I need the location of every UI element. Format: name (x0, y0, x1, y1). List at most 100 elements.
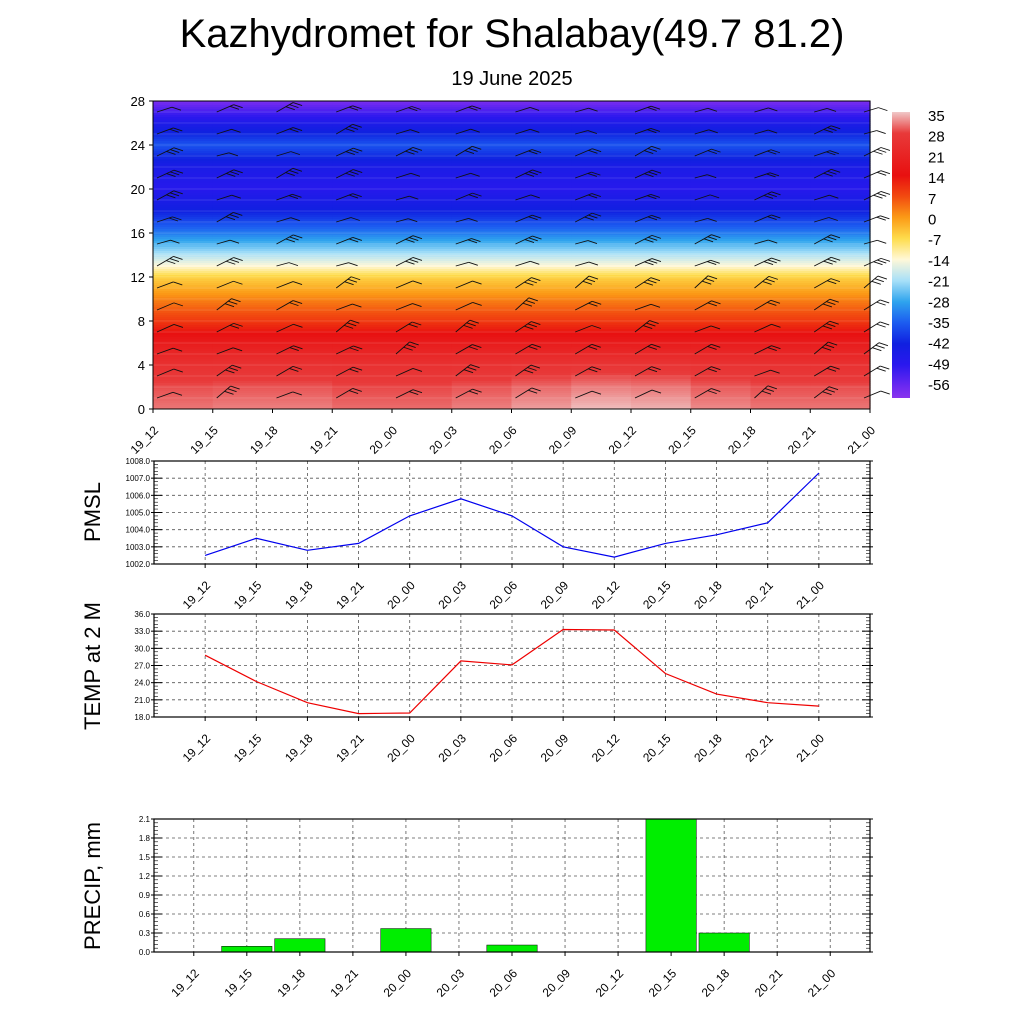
heatmap-cell (690, 157, 752, 160)
heatmap-cell (451, 405, 513, 408)
heatmap-cell (631, 345, 692, 348)
heatmap-cell (332, 123, 393, 126)
heatmap-cell (153, 233, 214, 236)
heatmap-cell (511, 197, 572, 200)
heatmap-cell (690, 143, 752, 146)
heatmap-cell (690, 167, 752, 170)
heatmap-cell (153, 155, 214, 158)
heatmap-cell (690, 327, 752, 330)
heatmap-cell (153, 373, 214, 376)
heatmap-cell (631, 215, 692, 218)
heatmap-cell (631, 295, 692, 298)
heatmap-cell (810, 301, 871, 304)
heatmap-cell (272, 337, 333, 340)
heatmap-cell (810, 123, 871, 126)
heatmap-cell (631, 385, 692, 388)
heatmap-cell (571, 309, 632, 312)
heatmap-cell (272, 211, 333, 214)
heatmap-cell (631, 329, 692, 332)
heatmap-cell (272, 147, 333, 150)
heatmap-cell (690, 215, 752, 218)
heatmap-cell (511, 353, 572, 356)
heatmap-cell (332, 367, 393, 370)
y-tick-label: 1008.0 (126, 457, 151, 466)
wind-barb (276, 102, 303, 113)
heatmap-cell (153, 319, 214, 322)
heatmap-cell (153, 337, 214, 340)
heatmap-cell (810, 171, 871, 174)
wind-barb (694, 259, 720, 267)
heatmap-cell (631, 105, 692, 108)
heatmap-cell (212, 157, 274, 160)
heatmap-cell (810, 323, 871, 326)
heatmap-cell (571, 265, 632, 268)
heatmap-cell (690, 305, 752, 308)
heatmap-cell (690, 349, 752, 352)
heatmap-cell (392, 381, 453, 384)
heatmap-cell (451, 365, 513, 368)
heatmap-cell (631, 233, 692, 236)
heatmap-cell (272, 141, 333, 144)
heatmap-cell (153, 215, 214, 218)
wind-barb (863, 299, 890, 311)
heatmap-cell (631, 141, 692, 144)
heatmap-cell (631, 149, 692, 152)
x-tick-label: 20_21 (752, 966, 786, 1000)
heatmap-cell (810, 113, 871, 116)
heatmap-cell (212, 179, 274, 182)
heatmap-cell (750, 263, 811, 266)
heatmap-cell (153, 351, 214, 354)
heatmap-cell (451, 129, 513, 132)
heatmap-cell (511, 231, 572, 234)
heatmap-cell (631, 379, 692, 382)
heatmap-cell (810, 287, 871, 290)
heatmap-cell (392, 335, 453, 338)
heatmap-cell (571, 395, 632, 398)
heatmap-cell (451, 203, 513, 206)
heatmap-cell (690, 341, 752, 344)
heatmap-cell (631, 181, 692, 184)
heatmap-cell (571, 157, 632, 160)
heatmap-cell (750, 377, 811, 380)
heatmap-cell (332, 321, 393, 324)
heatmap-cell (750, 327, 811, 330)
heatmap-cell (750, 127, 811, 130)
wind-barb (336, 217, 360, 223)
heatmap-cell (212, 105, 274, 108)
heatmap-cell (511, 209, 572, 212)
heatmap-cell (153, 377, 214, 380)
heatmap-cell (332, 207, 393, 210)
heatmap-cell (272, 401, 333, 404)
wind-barb (455, 145, 482, 157)
wind-barb (515, 128, 540, 135)
heatmap-cell (153, 179, 214, 182)
heatmap-cell (810, 267, 871, 270)
heatmap-cell (690, 169, 752, 172)
heatmap-cell (810, 205, 871, 208)
heatmap-cell (451, 323, 513, 326)
heatmap-cell (272, 123, 333, 126)
heatmap-cell (631, 235, 692, 238)
heatmap-cell (511, 397, 572, 400)
heatmap-cell (631, 253, 692, 256)
heatmap-cell (631, 333, 692, 336)
heatmap-cell (392, 303, 453, 306)
colorbar (892, 112, 910, 398)
y-tick-label: 12 (131, 270, 145, 285)
heatmap-cell (451, 285, 513, 288)
heatmap-cell (511, 229, 572, 232)
x-tick-label: 20_12 (589, 731, 623, 765)
heatmap-cell (750, 139, 811, 142)
heatmap-cell (212, 267, 274, 270)
heatmap-cell (631, 297, 692, 300)
heatmap-cell (332, 313, 393, 316)
heatmap-cell (392, 363, 453, 366)
heatmap-cell (451, 341, 513, 344)
heatmap-cell (332, 315, 393, 318)
heatmap-cell (810, 237, 871, 240)
heatmap-cell (631, 327, 692, 330)
heatmap-cell (750, 373, 811, 376)
heatmap-cell (451, 255, 513, 258)
heatmap-cell (451, 289, 513, 292)
